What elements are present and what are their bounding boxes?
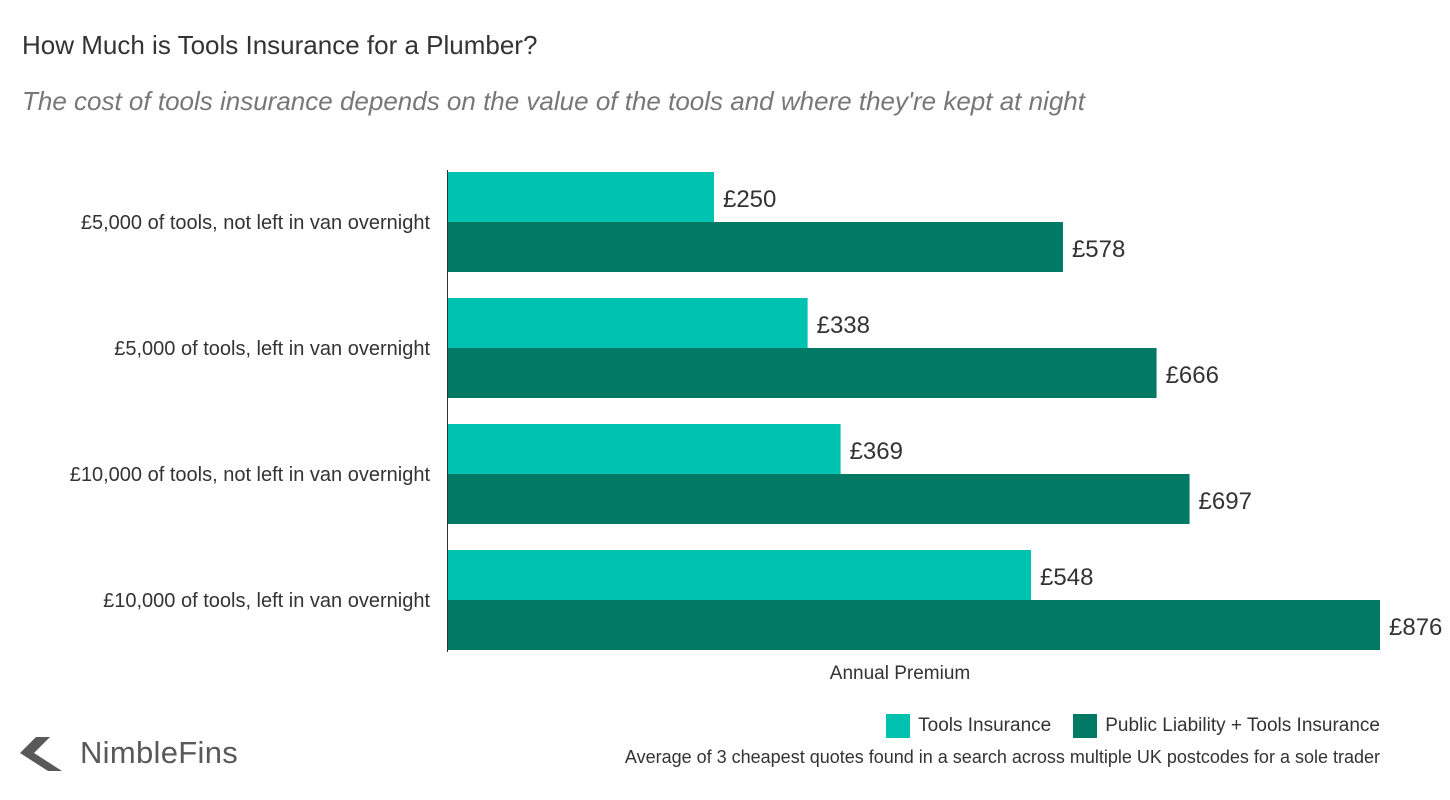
bar-public-liability-tools-insurance-2: [448, 348, 1157, 398]
x-axis-label: Annual Premium: [830, 663, 970, 684]
legend-label-tools-insurance: Tools Insurance: [918, 715, 1052, 736]
legend-swatch-public-liability-tools-insurance: [1073, 714, 1098, 738]
category-label-1: £5,000 of tools, not left in van overnig…: [81, 212, 431, 234]
value-label-public-liability-tools-insurance-4: £876: [1389, 614, 1442, 641]
legend-label-public-liability-tools-insurance: Public Liability + Tools Insurance: [1105, 715, 1380, 736]
category-label-4: £10,000 of tools, left in van overnight: [103, 590, 430, 612]
legend: Tools Insurance Public Liability + Tools…: [886, 714, 1380, 738]
brand-name: NimbleFins: [80, 735, 239, 770]
value-label-public-liability-tools-insurance-2: £666: [1166, 362, 1219, 389]
legend-item-tools-insurance: Tools Insurance: [886, 714, 1051, 738]
bar-public-liability-tools-insurance-4: [448, 600, 1380, 650]
bar-tools-insurance-3: [448, 424, 841, 474]
nimblefins-logo-icon: [20, 737, 62, 771]
legend-swatch-tools-insurance: [886, 714, 911, 738]
legend-item-public-liability-tools-insurance: Public Liability + Tools Insurance: [1073, 714, 1380, 738]
brand-logo: NimbleFins: [20, 734, 238, 772]
bar-public-liability-tools-insurance-3: [448, 474, 1190, 524]
footnote: Average of 3 cheapest quotes found in a …: [624, 747, 1380, 767]
value-label-tools-insurance-2: £338: [817, 312, 870, 339]
chart-subtitle: The cost of tools insurance depends on t…: [22, 86, 1085, 116]
value-label-tools-insurance-4: £548: [1040, 564, 1093, 591]
value-label-public-liability-tools-insurance-3: £697: [1199, 488, 1252, 515]
bar-tools-insurance-4: [448, 550, 1032, 600]
value-label-tools-insurance-1: £250: [723, 186, 776, 213]
bars: [448, 172, 1380, 650]
category-labels: £5,000 of tools, not left in van overnig…: [70, 212, 431, 612]
bar-tools-insurance-2: [448, 298, 808, 348]
chart-title: How Much is Tools Insurance for a Plumbe…: [22, 30, 538, 60]
bar-public-liability-tools-insurance-1: [448, 222, 1063, 272]
bar-tools-insurance-1: [448, 172, 714, 222]
category-label-3: £10,000 of tools, not left in van overni…: [70, 464, 431, 486]
value-labels: £250 £578 £338 £666 £369 £697 £548 £876: [723, 186, 1442, 641]
value-label-public-liability-tools-insurance-1: £578: [1072, 236, 1125, 263]
category-label-2: £5,000 of tools, left in van overnight: [114, 338, 430, 360]
value-label-tools-insurance-3: £369: [850, 438, 903, 465]
